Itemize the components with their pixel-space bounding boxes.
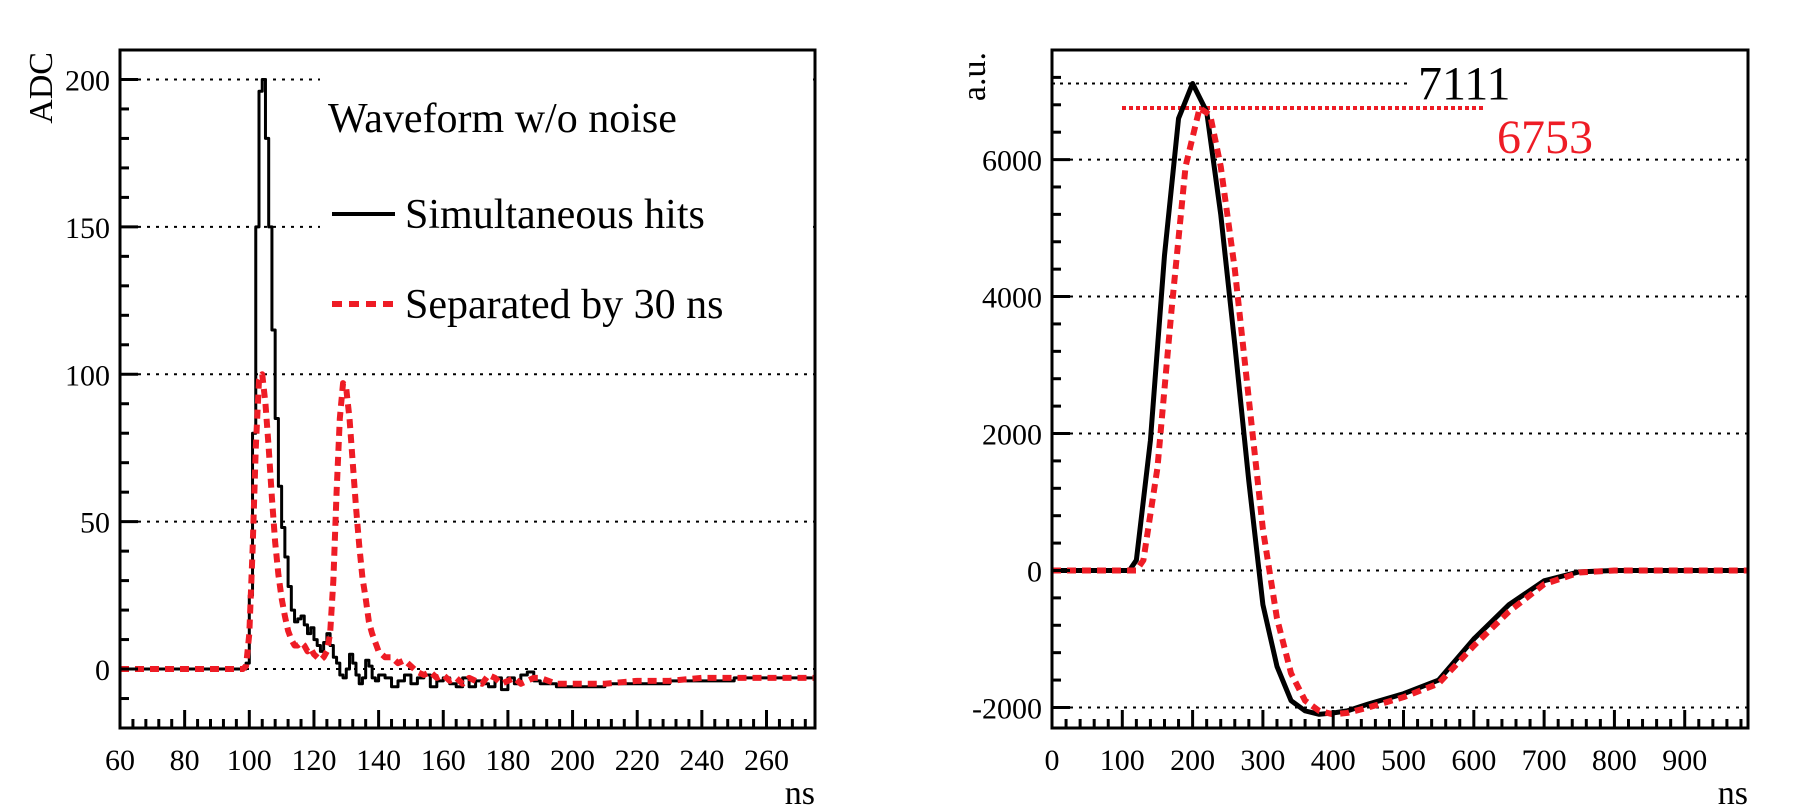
x-tick-label: 600	[1451, 744, 1496, 777]
series-simultaneous-hits	[120, 77, 815, 692]
x-tick-label: 700	[1522, 744, 1567, 777]
y-tick-label: 0	[1027, 555, 1042, 588]
x-tick-label: 900	[1662, 744, 1707, 777]
x-tick-label: 100	[227, 744, 272, 777]
y-tick-label: 50	[80, 507, 110, 540]
x-tick-label: 140	[356, 744, 401, 777]
x-tick-label: 220	[615, 744, 660, 777]
chart-title: Waveform w/o noise	[328, 96, 677, 142]
x-tick-label: 200	[1170, 744, 1215, 777]
y-tick-label: 150	[65, 212, 110, 245]
x-tick-label: 200	[550, 744, 595, 777]
y-tick-label: 200	[65, 64, 110, 97]
y-tick-label: 6000	[982, 145, 1042, 178]
chart-panel-1: Waveform w/o noise Simultaneous hits Separ…	[23, 48, 817, 812]
x-tick-label: 60	[105, 744, 135, 777]
x-tick-label: 240	[679, 744, 724, 777]
x-axis-title: ns	[785, 775, 815, 812]
y-tick-label: 100	[65, 359, 110, 392]
series-red	[1052, 105, 1748, 718]
x-tick-label: 120	[291, 744, 336, 777]
peak-annotation-1: 7111	[1418, 57, 1510, 110]
series-separated-by-30-ns	[120, 371, 815, 687]
plot-frame	[118, 48, 817, 730]
x-tick-label: 300	[1240, 744, 1285, 777]
x-tick-label: 180	[485, 744, 530, 777]
y-tick-label: 2000	[982, 419, 1042, 452]
y-tick-label: -2000	[972, 692, 1042, 725]
x-axis-title: ns	[1718, 775, 1748, 812]
y-tick-label: 4000	[982, 282, 1042, 315]
legend-label: Separated by 30 ns	[405, 282, 723, 328]
peak-annotation-2: 6753	[1497, 111, 1593, 164]
y-tick-label: 0	[95, 654, 110, 687]
x-tick-label: 400	[1311, 744, 1356, 777]
legend-label: Simultaneous hits	[405, 192, 705, 238]
y-axis-title: a.u.	[956, 52, 993, 101]
plot-frame	[1050, 48, 1750, 730]
x-tick-label: 160	[421, 744, 466, 777]
x-tick-label: 0	[1045, 744, 1060, 777]
legend-box	[320, 78, 810, 358]
x-tick-label: 500	[1381, 744, 1426, 777]
x-tick-label: 260	[744, 744, 789, 777]
y-axis-title: ADC	[23, 52, 60, 124]
x-tick-label: 100	[1100, 744, 1145, 777]
x-tick-label: 800	[1592, 744, 1637, 777]
x-tick-label: 80	[170, 744, 200, 777]
series-black	[1052, 80, 1748, 717]
